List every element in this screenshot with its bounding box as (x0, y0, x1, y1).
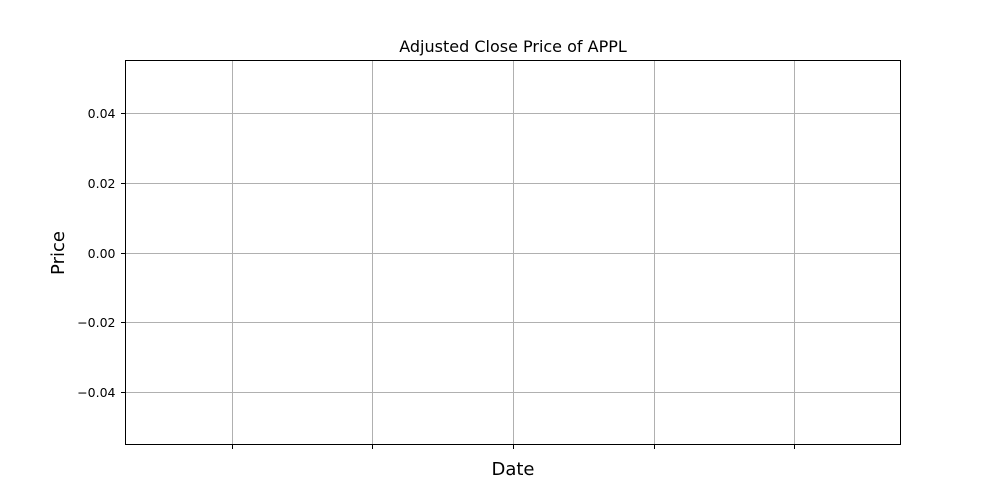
x-axis-label: Date (491, 459, 534, 480)
y-ticks: −0.04 −0.02 0.00 0.02 0.04 (77, 106, 126, 400)
y-tick-label: 0.02 (88, 176, 116, 191)
x-grid (232, 60, 795, 445)
x-ticks (232, 444, 795, 449)
y-tick-label: −0.04 (77, 385, 115, 400)
y-tick-label: 0.04 (88, 106, 116, 121)
y-tick-label: −0.02 (77, 315, 115, 330)
chart-title: Adjusted Close Price of APPL (399, 37, 627, 56)
y-grid (125, 113, 901, 393)
y-axis-label: Price (48, 231, 69, 275)
y-tick-label: 0.00 (88, 246, 116, 261)
